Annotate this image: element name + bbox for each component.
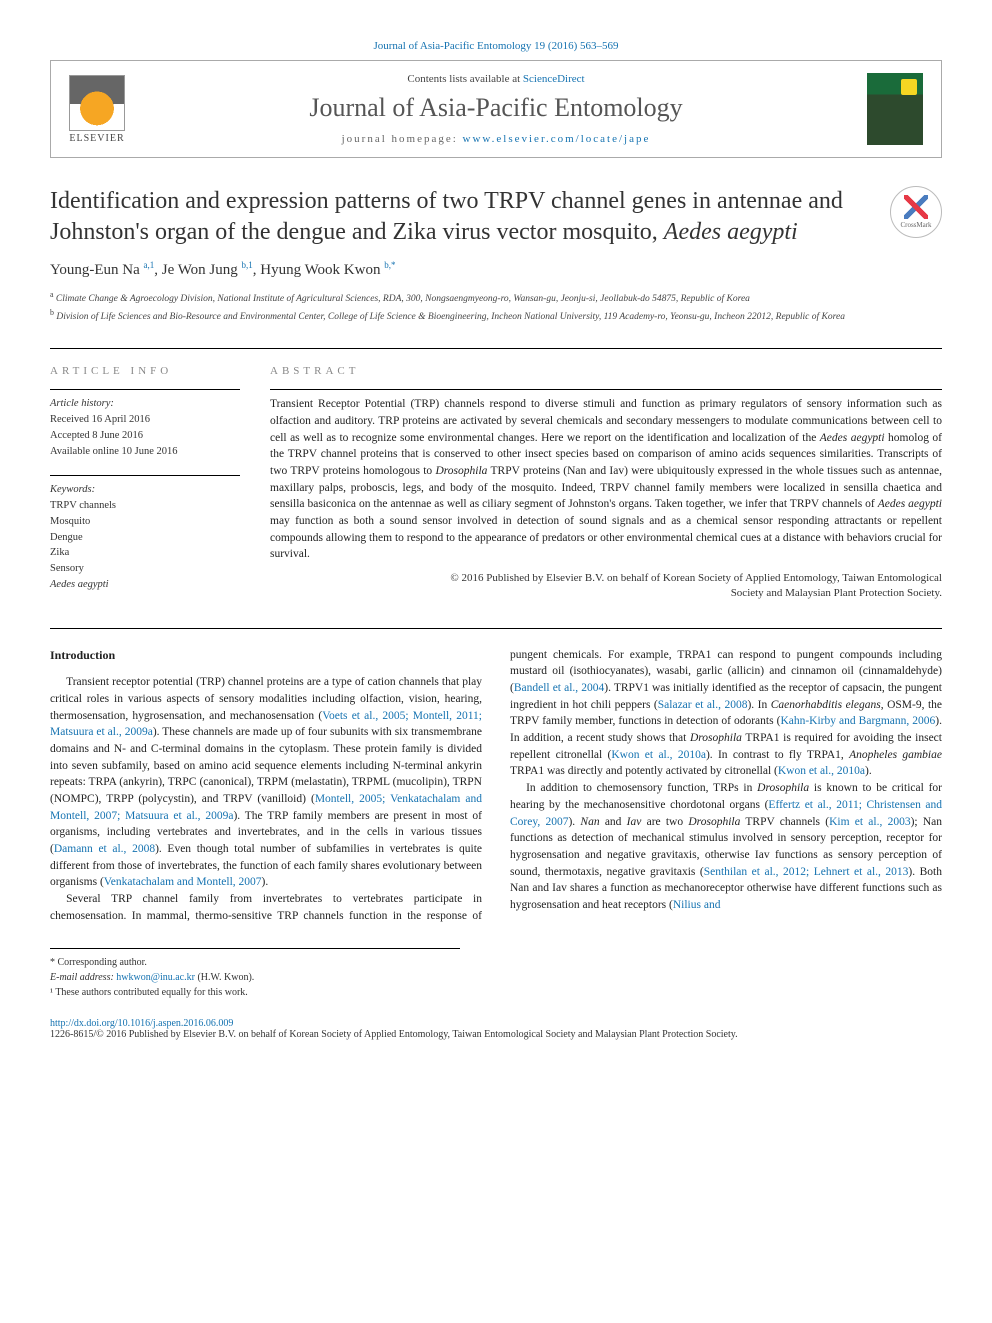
journal-cover-thumbnail: [867, 73, 923, 145]
history-received: Received 16 April 2016: [50, 412, 240, 428]
crossmark-label: CrossMark: [900, 221, 931, 229]
elsevier-logo: ELSEVIER: [69, 75, 125, 144]
affiliation-b: b Division of Life Sciences and Bio-Reso…: [50, 307, 942, 324]
article-history: Article history: Received 16 April 2016 …: [50, 389, 240, 459]
journal-homepage-link[interactable]: www.elsevier.com/locate/jape: [463, 133, 651, 145]
author-1: Young-Eun Na: [50, 262, 143, 278]
contents-available-line: Contents lists available at ScienceDirec…: [145, 73, 847, 85]
homepage-prefix: journal homepage:: [342, 133, 463, 145]
corresponding-email-link[interactable]: hwkwon@inu.ac.kr: [116, 972, 195, 983]
author-3-affil[interactable]: b,*: [384, 260, 395, 270]
body-two-column: Introduction Transient receptor potentia…: [50, 647, 942, 924]
author-1-affil[interactable]: a,1: [143, 260, 154, 270]
history-online: Available online 10 June 2016: [50, 444, 240, 460]
article-info-label: article info: [50, 365, 240, 377]
intro-paragraph-3: In addition to chemosensory function, TR…: [510, 780, 942, 913]
corresponding-author-note: * Corresponding author.: [50, 955, 460, 970]
citation-link[interactable]: Bandell et al., 2004: [514, 682, 604, 694]
history-label: Article history:: [50, 396, 240, 412]
keywords-block: Keywords: TRPV channels Mosquito Dengue …: [50, 475, 240, 592]
sciencedirect-link[interactable]: ScienceDirect: [523, 73, 585, 85]
citation-link[interactable]: Senthilan et al., 2012; Lehnert et al., …: [704, 866, 909, 878]
citation-link[interactable]: Salazar et al., 2008: [658, 699, 748, 711]
doi-link[interactable]: http://dx.doi.org/10.1016/j.aspen.2016.0…: [50, 1018, 233, 1029]
affiliation-a: a Climate Change & Agroecology Division,…: [50, 289, 942, 306]
citation-link[interactable]: Damann et al., 2008: [54, 843, 155, 855]
citation-link[interactable]: Venkatachalam and Montell, 2007: [104, 876, 262, 888]
email-line: E-mail address: hwkwon@inu.ac.kr (H.W. K…: [50, 970, 460, 985]
keyword-3: Zika: [50, 545, 240, 561]
issn-copyright: 1226-8615/© 2016 Published by Elsevier B…: [50, 1029, 942, 1040]
keywords-label: Keywords:: [50, 482, 240, 498]
abstract-label: abstract: [270, 365, 942, 377]
elsevier-wordmark: ELSEVIER: [69, 133, 124, 144]
history-accepted: Accepted 8 June 2016: [50, 428, 240, 444]
citation-link[interactable]: Kwon et al., 2010a: [611, 749, 706, 761]
equal-contribution-note: ¹ These authors contributed equally for …: [50, 985, 460, 1000]
author-3: , Hyung Wook Kwon: [253, 262, 384, 278]
citation-link[interactable]: Kim et al., 2003: [829, 816, 911, 828]
keyword-4: Sensory: [50, 561, 240, 577]
contents-prefix: Contents lists available at: [407, 73, 522, 85]
title-species: Aedes aegypti: [664, 219, 798, 245]
citation-link[interactable]: Kwon et al., 2010a: [778, 765, 865, 777]
keyword-5: Aedes aegypti: [50, 577, 240, 593]
section-divider: [50, 628, 942, 629]
citation-link[interactable]: Kahn-Kirby and Bargmann, 2006: [780, 715, 935, 727]
citation-link[interactable]: Nilius and: [673, 899, 721, 911]
intro-paragraph-1: Transient receptor potential (TRP) chann…: [50, 674, 482, 891]
elsevier-tree-icon: [69, 75, 125, 131]
crossmark-icon: [904, 195, 928, 219]
crossmark-badge[interactable]: CrossMark: [890, 186, 942, 238]
footnotes-block: * Corresponding author. E-mail address: …: [50, 948, 460, 1000]
author-2-affil[interactable]: b,1: [242, 260, 253, 270]
masthead-header: ELSEVIER Contents lists available at Sci…: [50, 60, 942, 158]
abstract-text: Transient Receptor Potential (TRP) chann…: [270, 389, 942, 563]
journal-citation-top: Journal of Asia-Pacific Entomology 19 (2…: [50, 40, 942, 52]
journal-title: Journal of Asia-Pacific Entomology: [145, 93, 847, 123]
keyword-2: Dengue: [50, 530, 240, 546]
keyword-0: TRPV channels: [50, 498, 240, 514]
article-title: Identification and expression patterns o…: [50, 186, 870, 248]
keyword-1: Mosquito: [50, 514, 240, 530]
abstract-copyright: © 2016 Published by Elsevier B.V. on beh…: [270, 571, 942, 602]
page-footer: http://dx.doi.org/10.1016/j.aspen.2016.0…: [50, 1018, 942, 1040]
affiliations-block: a Climate Change & Agroecology Division,…: [50, 289, 942, 324]
author-2: , Je Won Jung: [154, 262, 241, 278]
authors-line: Young-Eun Na a,1, Je Won Jung b,1, Hyung…: [50, 260, 942, 279]
journal-citation-link[interactable]: Journal of Asia-Pacific Entomology 19 (2…: [373, 40, 618, 52]
introduction-heading: Introduction: [50, 647, 482, 664]
journal-homepage-line: journal homepage: www.elsevier.com/locat…: [145, 133, 847, 145]
